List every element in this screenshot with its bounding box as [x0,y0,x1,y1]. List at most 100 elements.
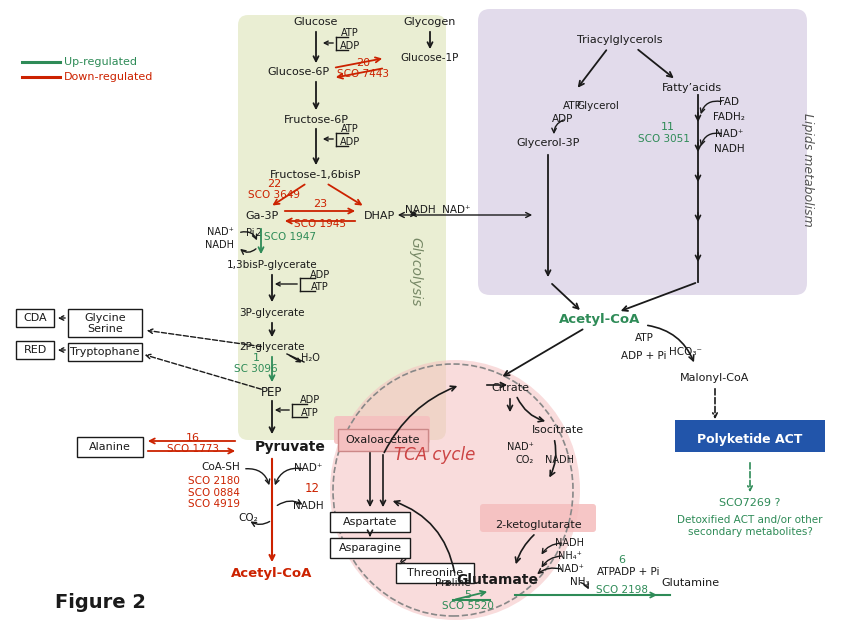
Text: Glucose-1P: Glucose-1P [401,53,459,63]
Text: Up-regulated: Up-regulated [64,57,137,67]
Text: ATP: ATP [341,124,359,134]
FancyBboxPatch shape [478,9,807,295]
Text: Detoxified ACT and/or other: Detoxified ACT and/or other [677,515,823,525]
Text: ATP: ATP [597,567,615,577]
Text: Triacylglycerols: Triacylglycerols [577,35,663,45]
Text: Glucose: Glucose [294,17,338,27]
Text: SCO 7443: SCO 7443 [337,69,389,79]
Text: 2-ketoglutarate: 2-ketoglutarate [495,520,581,530]
Text: SCO 0884: SCO 0884 [188,488,240,498]
FancyBboxPatch shape [480,504,596,532]
Text: Glycerol-3P: Glycerol-3P [516,138,580,148]
Text: SCO 5520: SCO 5520 [442,601,494,611]
Text: ADP: ADP [340,137,360,147]
Text: Glutamine: Glutamine [661,578,719,588]
Text: 23: 23 [313,199,327,209]
Text: Oxaloacetate: Oxaloacetate [346,435,420,445]
Text: NADH: NADH [546,455,575,465]
Ellipse shape [330,360,580,620]
Text: Pyruvate: Pyruvate [254,440,326,454]
Text: HCO₃⁻: HCO₃⁻ [670,347,702,357]
Text: Acetyl-CoA: Acetyl-CoA [231,567,313,579]
Text: Glutamate: Glutamate [456,573,538,587]
Text: SCO 4919: SCO 4919 [188,499,240,509]
Text: 5: 5 [464,590,472,600]
Text: Acetyl-CoA: Acetyl-CoA [559,313,641,326]
Text: Glycine: Glycine [84,313,126,323]
Text: CoA-SH: CoA-SH [201,462,240,472]
Text: Glycerol: Glycerol [576,101,620,111]
Text: Citrate: Citrate [491,383,529,393]
FancyBboxPatch shape [16,309,54,327]
Text: 22: 22 [267,179,281,189]
Text: NAD⁺: NAD⁺ [507,442,534,452]
Text: NH₃: NH₃ [570,577,590,587]
Text: Figure 2: Figure 2 [55,593,146,611]
FancyBboxPatch shape [68,309,142,337]
Text: CDA: CDA [23,313,47,323]
FancyBboxPatch shape [338,429,428,451]
Text: ATP: ATP [563,101,581,111]
Text: ATP: ATP [635,333,654,343]
Text: Malonyl-CoA: Malonyl-CoA [680,373,750,383]
Text: ATP: ATP [311,282,329,292]
FancyBboxPatch shape [77,437,143,457]
Text: 2P-glycerate: 2P-glycerate [239,342,305,352]
Text: Alanine: Alanine [89,442,131,452]
Text: Glucose-6P: Glucose-6P [267,67,329,77]
Text: SCO 1773: SCO 1773 [167,444,219,454]
Text: 2: 2 [255,228,261,238]
Text: Fructose-1,6bisP: Fructose-1,6bisP [270,170,362,180]
Text: 1,3bisP-glycerate: 1,3bisP-glycerate [227,260,317,270]
Text: 12: 12 [304,482,320,494]
Text: Lipids metabolism: Lipids metabolism [802,113,814,227]
Text: Down-regulated: Down-regulated [64,72,153,82]
Text: SCO 3649: SCO 3649 [248,190,300,200]
Text: Ga-3P: Ga-3P [246,211,279,221]
Text: Fatty’acids: Fatty’acids [662,83,722,93]
Text: NH₄⁺: NH₄⁺ [558,551,582,561]
FancyBboxPatch shape [16,341,54,359]
Text: Tryptophane: Tryptophane [71,347,139,357]
FancyBboxPatch shape [334,416,430,444]
Text: ADP + Pi: ADP + Pi [615,567,660,577]
Text: Proline: Proline [435,578,471,588]
Text: ATP: ATP [341,28,359,38]
Text: NADH: NADH [556,538,585,548]
Text: DHAP: DHAP [365,211,395,221]
Text: Serine: Serine [87,324,123,334]
FancyBboxPatch shape [396,563,474,583]
Text: NAD⁺: NAD⁺ [557,564,583,574]
Text: NAD⁺: NAD⁺ [715,129,743,139]
Text: FAD: FAD [719,97,739,107]
Text: Asparagine: Asparagine [338,543,401,553]
Text: 20: 20 [356,58,370,68]
Text: SCO 3051: SCO 3051 [638,134,690,144]
Text: ADP: ADP [300,395,320,405]
Text: 11: 11 [661,122,675,132]
Text: CO₂: CO₂ [238,513,258,523]
Text: ADP + Pi: ADP + Pi [621,351,666,361]
Text: Pi: Pi [246,228,254,238]
Text: CO₂: CO₂ [516,455,534,465]
Text: RED: RED [24,345,47,355]
Text: ADP: ADP [310,270,330,280]
Text: Glycolysis: Glycolysis [408,237,422,307]
Text: Threonine: Threonine [407,568,463,578]
Text: Polyketide ACT: Polyketide ACT [697,433,802,447]
Text: Glycogen: Glycogen [404,17,456,27]
Text: SCO 2180: SCO 2180 [188,476,240,486]
Text: secondary metabolites?: secondary metabolites? [688,527,813,537]
Text: SCO 2198: SCO 2198 [596,585,648,595]
Text: H₂O: H₂O [301,353,320,363]
Text: Isocitrate: Isocitrate [532,425,584,435]
Text: SCO 1947: SCO 1947 [264,232,316,242]
Text: NAD⁺: NAD⁺ [207,227,234,237]
Text: TCA cycle: TCA cycle [394,446,476,464]
Text: ADP: ADP [552,114,574,124]
Text: SC 3096: SC 3096 [235,364,278,374]
Text: ADP: ADP [340,41,360,51]
FancyBboxPatch shape [238,15,446,440]
Text: 16: 16 [186,433,200,443]
Text: 1: 1 [252,353,259,363]
